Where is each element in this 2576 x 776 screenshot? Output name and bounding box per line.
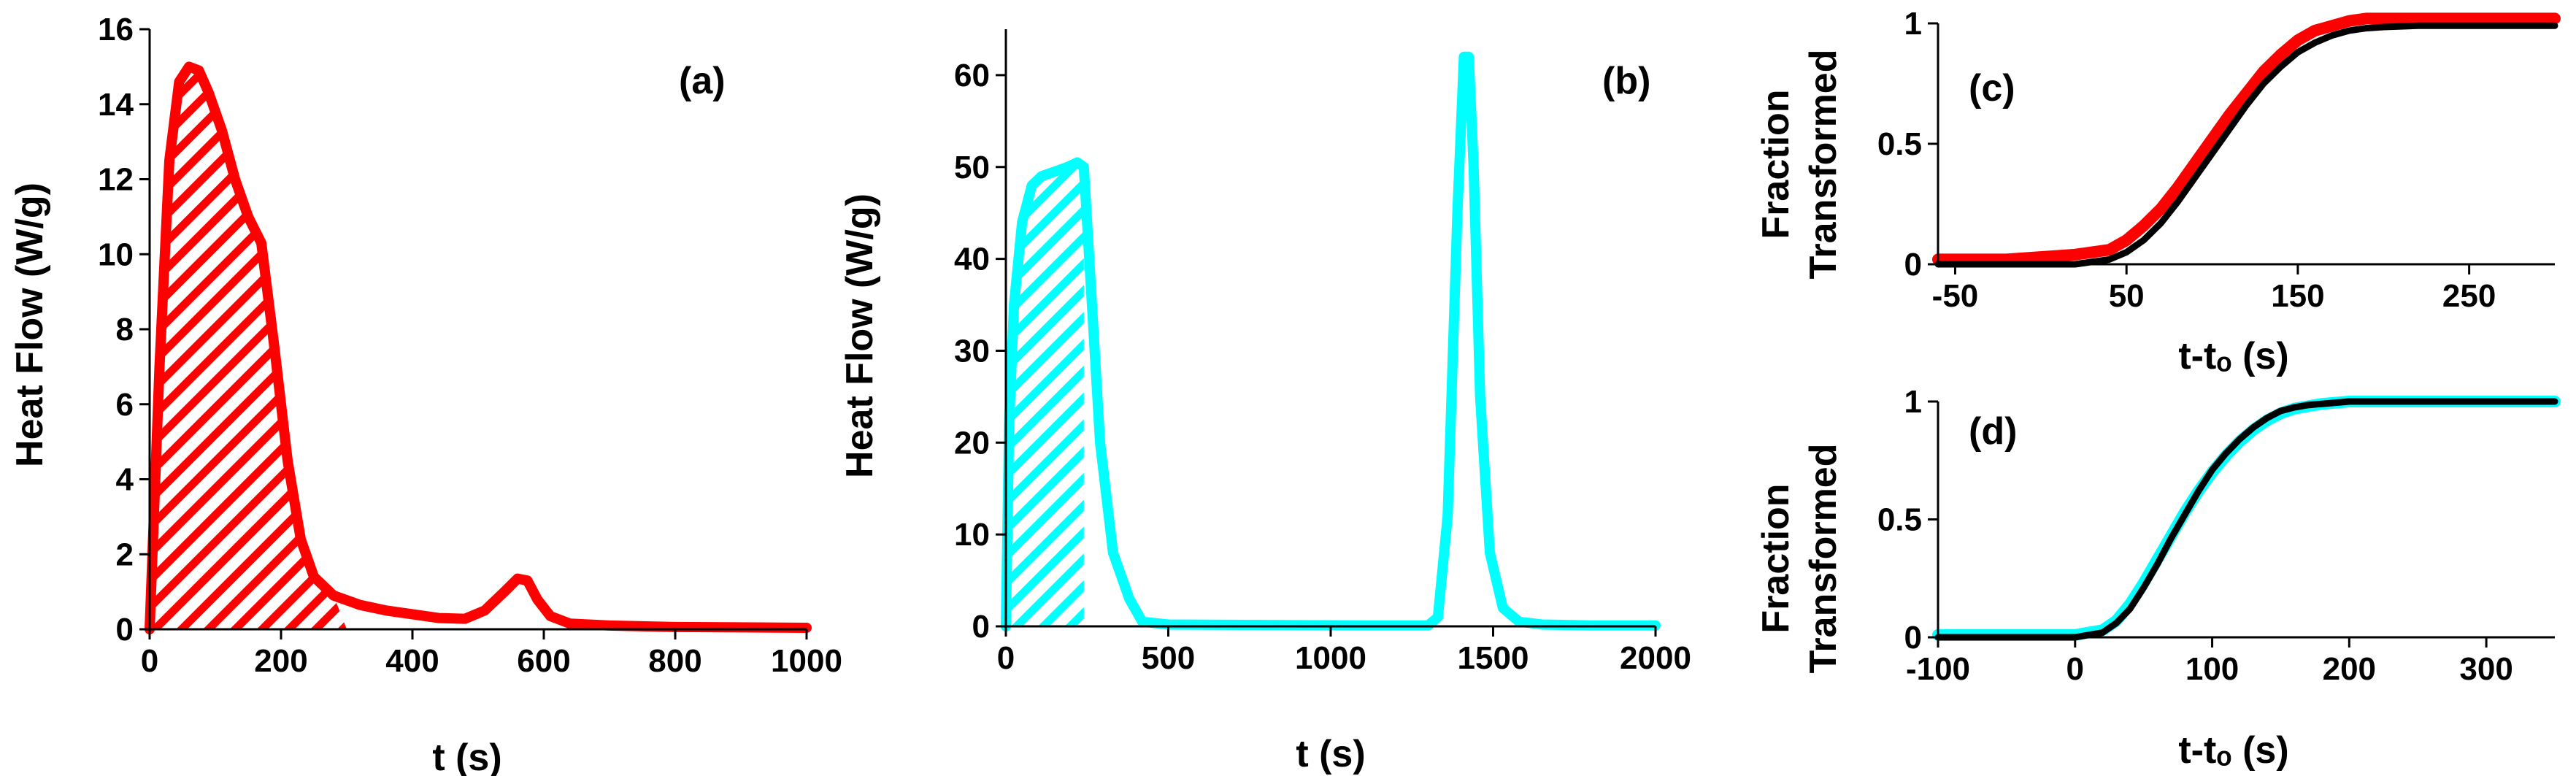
panel-d-ytick-label-2: 1 — [1904, 384, 1922, 420]
panel-b-axes — [1004, 29, 1656, 628]
panel-a-ytick-label-3: 6 — [116, 387, 134, 423]
panel-c-ytick-label-2: 1 — [1904, 6, 1922, 42]
panel-a-ytick-label-6: 12 — [98, 162, 134, 198]
panel-a: 0 2 4 6 8 10 12 14 16 0 200 400 600 800 1000 (a) t (s)… — [9, 12, 842, 776]
panel-b-series-0-line — [1001, 51, 1661, 631]
panel-c-ylabel-line2: Transformed — [1802, 50, 1845, 280]
panel-a-ytick-label-1: 2 — [116, 537, 134, 572]
panel-c-xtick-label-2: 150 — [2271, 278, 2324, 314]
panel-b-xtick-label-0: 0 — [997, 640, 1015, 676]
panel-d-ticks: 00.51-100 0 100 200 300 — [1877, 384, 2513, 687]
panel-d: 00.51-100 0 100 200 300 (d) t-tₒ (s) Fractio… — [1755, 384, 2561, 772]
panel-a-xtick-label-5: 1000 — [771, 643, 842, 679]
panel-a-ytick-label-0: 0 — [116, 612, 134, 648]
panel-a-ylabel: Heat Flow (W/g) — [9, 183, 51, 467]
panel-a-xlabel: t (s) — [432, 737, 501, 776]
panel-a-xtick-label-4: 800 — [648, 643, 701, 679]
panel-d-ylabel-line2: Transformed — [1802, 444, 1845, 674]
panel-c-ytick-label-0: 0 — [1904, 247, 1922, 283]
panel-d-xtick-label-0: -100 — [1906, 651, 1970, 687]
panel-a-hatched-area — [150, 66, 347, 629]
panel-b-xtick-label-4: 2000 — [1620, 640, 1691, 676]
panel-a-ytick-label-8: 16 — [98, 12, 134, 47]
panel-a-ytick-label-2: 4 — [116, 462, 134, 498]
panel-b-xtick-label-1: 500 — [1142, 640, 1195, 676]
panel-c-ytick-label-1: 0.5 — [1877, 126, 1922, 162]
panel-b-ytick-label-6: 60 — [954, 58, 990, 93]
panel-c-series-1-line — [1934, 22, 2558, 268]
panel-c-label: (c) — [1969, 67, 2015, 110]
panel-a-label: (a) — [679, 60, 726, 102]
panel-c-series-0-line — [1932, 12, 2561, 266]
panel-c-xlabel: t-tₒ (s) — [2178, 335, 2288, 377]
panel-b-ytick-label-2: 20 — [954, 425, 990, 461]
panel-c-axes — [1937, 23, 2555, 266]
panel-c-xtick-label-3: 250 — [2442, 278, 2496, 314]
panel-a-series-0-line — [145, 61, 812, 634]
panel-b-hatched-area — [1006, 162, 1084, 626]
panel-d-ytick-label-0: 0 — [1904, 620, 1922, 656]
panel-a-ytick-label-4: 8 — [116, 312, 134, 347]
panel-d-series-1-line — [1934, 398, 2558, 641]
panel-b-ytick-label-3: 30 — [954, 333, 990, 369]
panel-a-xtick-label-1: 200 — [254, 643, 307, 679]
panel-d-xtick-label-1: 0 — [2066, 651, 2084, 687]
panel-b-ytick-label-0: 0 — [972, 609, 990, 645]
panel-a-xtick-label-0: 0 — [141, 643, 158, 679]
panel-c-xtick-label-1: 50 — [2109, 278, 2145, 314]
panel-c-ticks: 0 0.5 1 -50 50 150 250 — [1877, 6, 2496, 314]
panel-d-xtick-label-2: 100 — [2185, 651, 2239, 687]
panel-a-ytick-label-7: 14 — [98, 87, 134, 123]
panel-c-xtick-label-0: -50 — [1932, 278, 1979, 314]
panel-b-xtick-label-3: 1500 — [1458, 640, 1529, 676]
panel-b-ylabel: Heat Flow (W/g) — [839, 193, 881, 478]
panel-d-ytick-label-1: 0.5 — [1877, 502, 1922, 538]
panel-b-ytick-label-1: 10 — [954, 517, 990, 553]
panel-c: 0 0.5 1 -50 50 150 250 (c) t-tₒ (s) Fraction T… — [1755, 6, 2561, 377]
panel-b-xlabel: t (s) — [1296, 733, 1365, 775]
panel-b-ticks: 0 10 20 30 40 50 60 0 500 1000 1500 2000 — [954, 58, 1691, 676]
panel-d-label: (d) — [1969, 410, 2017, 453]
panel-d-xtick-label-4: 300 — [2459, 651, 2512, 687]
panel-d-marks — [1932, 396, 2561, 641]
panel-d-ylabel-line1: Fraction — [1755, 483, 1797, 633]
panel-b-ytick-label-4: 40 — [954, 242, 990, 277]
panel-b-ytick-label-5: 50 — [954, 150, 990, 185]
panel-b-xtick-label-2: 1000 — [1295, 640, 1366, 676]
panel-a-xtick-label-3: 600 — [517, 643, 570, 679]
panel-b-marks — [1001, 51, 1661, 631]
panel-d-xtick-label-3: 200 — [2323, 651, 2376, 687]
panel-a-marks — [145, 61, 812, 634]
panel-c-marks — [1932, 12, 2561, 268]
panel-c-ylabel-line1: Fraction — [1755, 89, 1797, 239]
panel-d-xlabel: t-tₒ (s) — [2178, 729, 2288, 772]
panel-a-ytick-label-5: 10 — [98, 237, 134, 272]
panel-b-label: (b) — [1602, 60, 1650, 102]
panel-a-ticks: 0 2 4 6 8 10 12 14 16 0 200 400 600 800 1000 — [98, 12, 842, 679]
panel-a-xtick-label-2: 400 — [385, 643, 439, 679]
